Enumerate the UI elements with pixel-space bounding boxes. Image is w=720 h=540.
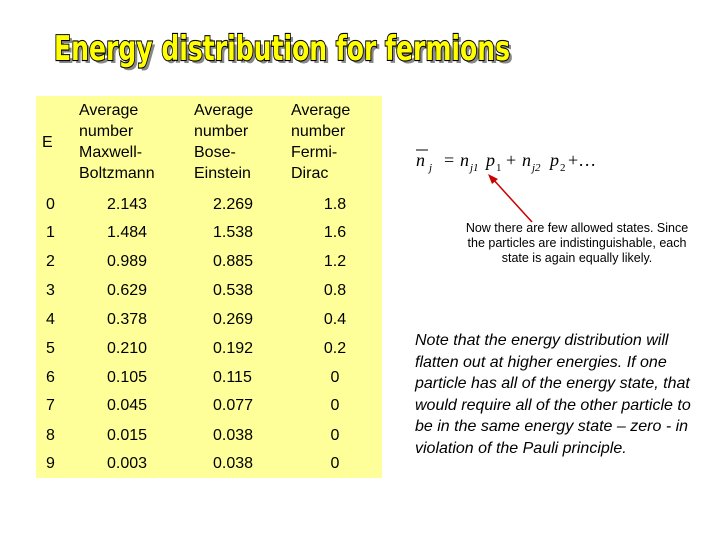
title-graphic: Energy distribution for fermions Energy … bbox=[53, 28, 513, 72]
formula-equals: = bbox=[444, 150, 454, 170]
cell-energy: 2 bbox=[46, 253, 55, 270]
table-row: 1 1.484 1.538 1.6 bbox=[36, 224, 382, 246]
cell-maxwell-boltzmann: 0.003 bbox=[107, 455, 148, 472]
header-line: Maxwell- bbox=[79, 144, 143, 161]
cell-fermi-dirac: 0.2 bbox=[323, 340, 347, 357]
cell-bose-einstein: 0.115 bbox=[213, 369, 252, 386]
cell-bose-einstein: 0.038 bbox=[213, 455, 254, 472]
formula-p2: p bbox=[548, 150, 559, 170]
cell-energy: 8 bbox=[46, 427, 55, 444]
formula-p1-sub: 1 bbox=[496, 162, 502, 174]
formula-term-1: n j1 p 1 bbox=[460, 150, 502, 175]
cell-energy: 7 bbox=[46, 397, 55, 414]
cell-bose-einstein: 0.077 bbox=[213, 397, 254, 414]
title-text: Energy distribution for fermions bbox=[54, 29, 510, 69]
formula-p1: p bbox=[484, 150, 495, 170]
formula-n1: n bbox=[460, 150, 469, 170]
pointer-arrow bbox=[480, 170, 540, 226]
cell-fermi-dirac: 0 bbox=[330, 427, 340, 444]
header-line: Average bbox=[194, 102, 254, 119]
table-row: 6 0.105 0.115 0 bbox=[36, 369, 382, 391]
header-line: Boltzmann bbox=[79, 165, 155, 182]
cell-energy: 9 bbox=[46, 455, 55, 472]
table-row: 4 0.378 0.269 0.4 bbox=[36, 311, 382, 333]
table-row: 7 0.045 0.077 0 bbox=[36, 397, 382, 419]
cell-energy: 3 bbox=[46, 282, 55, 299]
cell-energy: 4 bbox=[46, 311, 55, 328]
header-e: E bbox=[42, 134, 53, 151]
formula-j: j bbox=[427, 162, 432, 174]
table-row: 3 0.629 0.538 0.8 bbox=[36, 282, 382, 304]
cell-fermi-dirac: 1.6 bbox=[323, 224, 347, 241]
formula-text: n j bbox=[416, 150, 432, 174]
cell-energy: 0 bbox=[46, 196, 55, 213]
header-line: number bbox=[291, 123, 346, 140]
arrow-shaft bbox=[491, 177, 533, 223]
cell-fermi-dirac: 0.4 bbox=[323, 311, 347, 328]
cell-bose-einstein: 2.269 bbox=[213, 196, 254, 213]
formula-n2: n bbox=[522, 150, 531, 170]
cell-bose-einstein: 1.538 bbox=[213, 224, 254, 241]
cell-energy: 1 bbox=[46, 224, 55, 241]
cell-maxwell-boltzmann: 0.015 bbox=[107, 427, 148, 444]
table-row: 2 0.989 0.885 1.2 bbox=[36, 253, 382, 275]
callout-text: Now there are few allowed states. Since … bbox=[465, 221, 689, 265]
formula-j1: j1 bbox=[468, 162, 479, 174]
header-line: Bose- bbox=[194, 144, 236, 161]
cell-energy: 5 bbox=[46, 340, 55, 357]
cell-bose-einstein: 0.038 bbox=[213, 427, 254, 444]
cell-bose-einstein: 0.192 bbox=[213, 340, 254, 357]
cell-fermi-dirac: 1.8 bbox=[323, 196, 347, 213]
arrow-graphic bbox=[488, 174, 533, 223]
table-row: 5 0.210 0.192 0.2 bbox=[36, 340, 382, 362]
cell-bose-einstein: 0.538 bbox=[213, 282, 254, 299]
cell-maxwell-boltzmann: 0.105 bbox=[107, 369, 148, 386]
formula-j2: j2 bbox=[530, 162, 541, 174]
note-text: Note that the energy distribution will f… bbox=[415, 332, 691, 457]
table-row: 8 0.015 0.038 0 bbox=[36, 427, 382, 449]
cell-bose-einstein: 0.885 bbox=[213, 253, 254, 270]
header-line: Dirac bbox=[291, 165, 329, 182]
page-title: Energy distribution for fermions Energy … bbox=[50, 22, 520, 72]
formula-n: n bbox=[416, 150, 425, 170]
cell-bose-einstein: 0.269 bbox=[213, 311, 254, 328]
table-row: 9 0.003 0.038 0 bbox=[36, 455, 382, 477]
header-line: number bbox=[79, 123, 134, 140]
cell-fermi-dirac: 1.2 bbox=[323, 253, 347, 270]
cell-fermi-dirac: 0 bbox=[330, 397, 340, 414]
cell-maxwell-boltzmann: 0.989 bbox=[107, 253, 148, 270]
cell-fermi-dirac: 0.8 bbox=[323, 282, 347, 299]
header-fermi-dirac: Average number Fermi- Dirac bbox=[291, 100, 350, 184]
formula-graphic: n j = n j1 p 1 + n j2 p 2 +… bbox=[416, 149, 596, 175]
comparison-table: E Average number Maxwell- Boltzmann Aver… bbox=[36, 96, 382, 478]
title-shadow: Energy distribution for fermions bbox=[57, 32, 513, 72]
header-line: number bbox=[194, 123, 249, 140]
header-line: Einstein bbox=[194, 165, 251, 182]
cell-maxwell-boltzmann: 0.210 bbox=[107, 340, 148, 357]
header-line: Fermi- bbox=[291, 144, 338, 161]
cell-maxwell-boltzmann: 0.378 bbox=[107, 311, 148, 328]
formula-plus: + bbox=[506, 150, 516, 170]
cell-fermi-dirac: 0 bbox=[330, 455, 340, 472]
cell-maxwell-boltzmann: 1.484 bbox=[107, 224, 148, 241]
cell-fermi-dirac: 0 bbox=[330, 369, 340, 386]
formula-p2-sub: 2 bbox=[560, 162, 566, 174]
cell-maxwell-boltzmann: 2.143 bbox=[107, 196, 148, 213]
header-line: Average bbox=[79, 102, 139, 119]
cell-maxwell-boltzmann: 0.045 bbox=[107, 397, 148, 414]
table-row: 0 2.143 2.269 1.8 bbox=[36, 196, 382, 218]
formula-term-2: n j2 p 2 bbox=[522, 150, 566, 175]
header-line: Average bbox=[291, 102, 351, 119]
cell-energy: 6 bbox=[46, 369, 55, 386]
cell-maxwell-boltzmann: 0.629 bbox=[107, 282, 148, 299]
arrow-head bbox=[488, 174, 498, 184]
header-maxwell-boltzmann: Average number Maxwell- Boltzmann bbox=[79, 100, 155, 184]
header-bose-einstein: Average number Bose- Einstein bbox=[194, 100, 253, 184]
average-occupation-formula: n j = n j1 p 1 + n j2 p 2 +… bbox=[413, 142, 603, 178]
formula-tail: +… bbox=[568, 150, 596, 170]
